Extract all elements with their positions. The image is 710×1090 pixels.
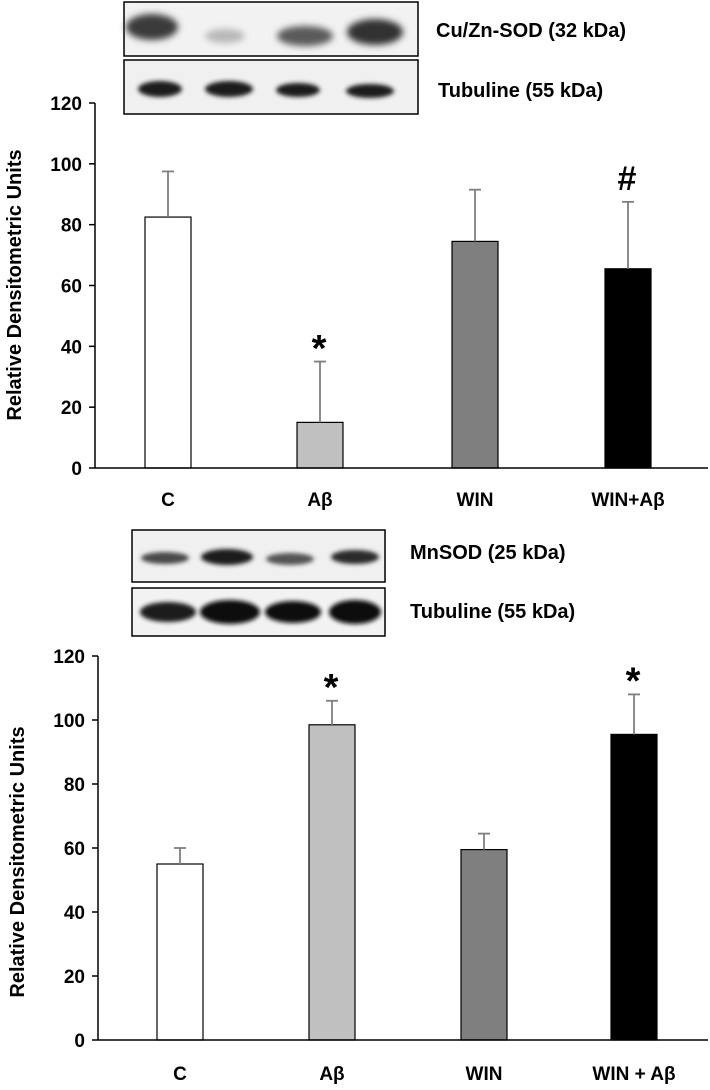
bar-2 xyxy=(460,848,508,1041)
category-label-0: C xyxy=(173,1064,187,1085)
bar-3 xyxy=(604,268,652,469)
category-label-2: WIN xyxy=(466,1064,503,1085)
y-tick-label: 40 xyxy=(64,903,85,924)
y-tick-label: 0 xyxy=(74,1031,85,1052)
significance-marker-1: * xyxy=(312,328,327,370)
bars xyxy=(156,693,658,1041)
blot-label-tubuline-1: Tubuline (55 kDa) xyxy=(438,80,603,102)
bottom-blot-panel: MnSOD (25 kDa) Tubuline (55 kDa) xyxy=(131,529,575,637)
y-tick-label: 80 xyxy=(61,216,82,237)
blot-bands-mnsod xyxy=(141,549,379,565)
y-tick-label: 100 xyxy=(50,155,82,176)
bar-3 xyxy=(610,733,658,1041)
bars xyxy=(144,170,652,469)
y-tick-label: 100 xyxy=(53,711,85,732)
significance-marker-1: * xyxy=(324,667,339,709)
blot-label-cuznsod: Cu/Zn-SOD (32 kDa) xyxy=(436,20,626,42)
chart-mnsod: Relative Densitometric Units 0 20 40 60 80 10… xyxy=(7,647,708,1085)
y-axis-ticks: 0 20 40 60 80 100 120 xyxy=(53,647,98,1052)
chart-cuznsod: Relative Densitometric Units 0 20 40 60 80 10… xyxy=(4,94,708,511)
bar-0 xyxy=(156,863,204,1041)
y-tick-label: 40 xyxy=(61,337,82,358)
category-label-3: WIN+Aβ xyxy=(591,490,664,511)
y-axis-ticks: 0 20 40 60 80 100 120 xyxy=(50,94,95,480)
category-labels: C Aβ WIN WIN+Aβ xyxy=(161,490,665,511)
bar-1 xyxy=(296,421,344,469)
category-label-1: Aβ xyxy=(307,490,332,511)
blot-bands-tubuline-2 xyxy=(140,600,381,624)
y-tick-label: 120 xyxy=(53,647,85,668)
blot-bands-tubuline-1 xyxy=(138,81,394,98)
significance-marker-3: # xyxy=(618,160,637,198)
bar-2 xyxy=(451,240,499,469)
y-axis-label: Relative Densitometric Units xyxy=(7,726,29,997)
y-tick-label: 60 xyxy=(64,839,85,860)
significance-markers: * * xyxy=(324,661,641,709)
category-label-3: WIN + Aβ xyxy=(592,1064,675,1085)
category-label-2: WIN xyxy=(457,490,494,511)
y-tick-label: 20 xyxy=(61,398,82,419)
y-axis-label: Relative Densitometric Units xyxy=(4,149,26,420)
category-labels: C Aβ WIN WIN + Aβ xyxy=(173,1064,675,1085)
blot-label-tubuline-2: Tubuline (55 kDa) xyxy=(410,601,575,623)
significance-markers: *# xyxy=(312,160,637,370)
category-label-0: C xyxy=(161,490,175,511)
y-tick-label: 20 xyxy=(64,967,85,988)
blot-label-mnsod: MnSOD (25 kDa) xyxy=(410,542,566,564)
top-blot-panel: Cu/Zn-SOD (32 kDa) Tubuline (55 kDa) xyxy=(123,1,626,115)
blot-bands-cuznsod xyxy=(126,14,403,46)
y-tick-label: 120 xyxy=(50,94,82,115)
y-tick-label: 0 xyxy=(71,459,82,480)
category-label-1: Aβ xyxy=(319,1064,344,1085)
y-tick-label: 60 xyxy=(61,277,82,298)
bar-1 xyxy=(308,724,356,1041)
significance-marker-3: * xyxy=(626,661,641,703)
bar-0 xyxy=(144,216,192,469)
y-tick-label: 80 xyxy=(64,775,85,796)
